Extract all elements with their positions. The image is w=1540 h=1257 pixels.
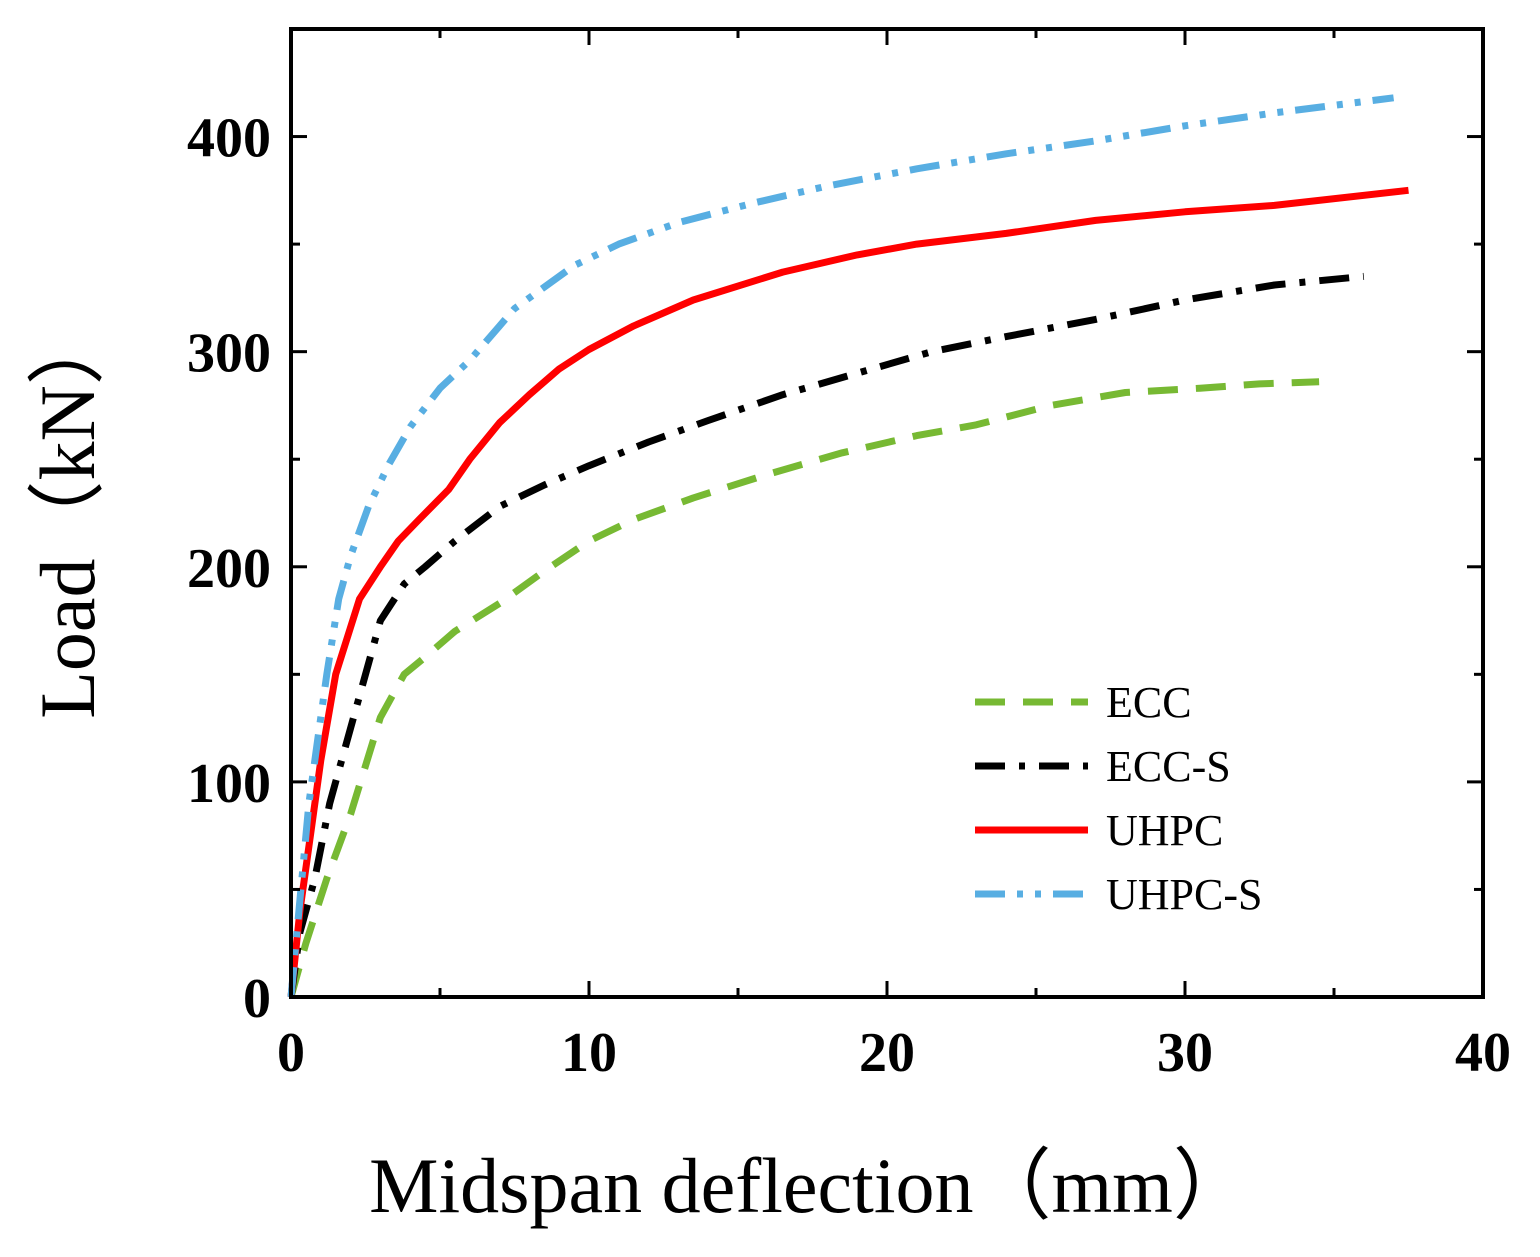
y-tick-label: 0 [243,968,271,1030]
plot-frame [289,27,1485,999]
y-tick-label: 300 [187,323,271,385]
x-axis-title: Midspan deflection（mm） [369,1142,1251,1229]
axis-ticks [289,27,1485,999]
x-tick-label: 10 [561,1022,617,1084]
x-tick-label: 0 [277,1022,305,1084]
x-tick-label: 40 [1455,1022,1511,1084]
legend-label-uhpc-s: UHPC-S [1106,870,1263,919]
series-line-uhpc [287,186,1409,998]
y-tick-label: 400 [187,108,271,170]
y-tick-label: 100 [187,753,271,815]
series-line-uhpc-s [287,94,1395,998]
legend-label-uhpc: UHPC [1106,806,1223,855]
series-layer [287,94,1409,998]
x-tick-label: 30 [1157,1022,1213,1084]
legend-label-ecc-s: ECC-S [1106,742,1231,791]
x-tick-label: 20 [859,1022,915,1084]
legend-label-ecc: ECC [1106,678,1192,727]
y-tick-label: 200 [187,538,271,600]
y-axis-title: Load（kN） [24,307,111,719]
series-line-ecc [287,378,1320,998]
legend: ECC ECC-S UHPC UHPC-S [975,678,1263,919]
series-line-ecc-s [287,272,1365,998]
